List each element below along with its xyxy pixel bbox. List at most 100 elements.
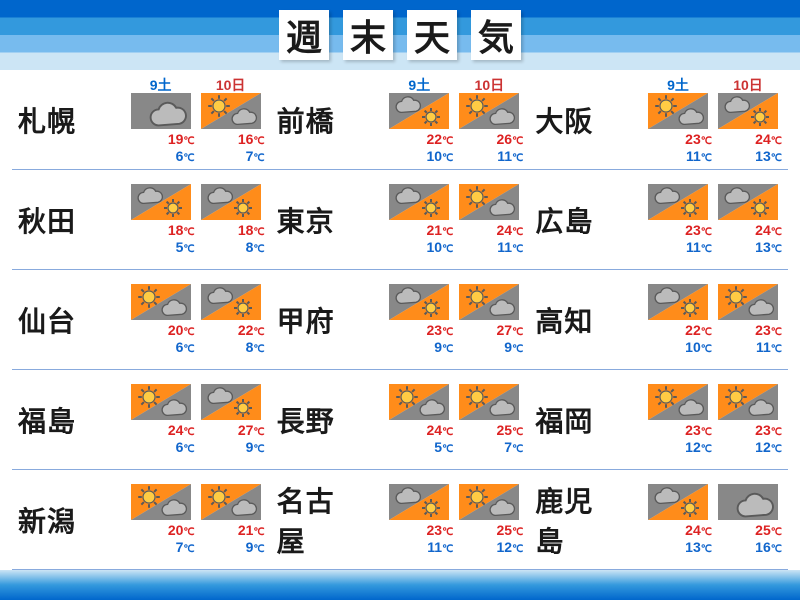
forecast-days: 9土 24℃13℃10日 25℃16℃ <box>613 484 782 555</box>
temps: 25℃7℃ <box>455 422 523 455</box>
temps: 22℃8℃ <box>197 322 265 355</box>
forecast-cell: 長野9土 24℃5℃10日 25℃7℃ <box>271 370 530 470</box>
title-char: 末 <box>343 10 393 60</box>
temps: 19℃6℃ <box>127 131 195 164</box>
temp-low: 6℃ <box>176 339 195 356</box>
weather-icon <box>459 484 519 520</box>
temp-high: 25℃ <box>497 522 524 539</box>
temp-low: 11℃ <box>427 539 453 556</box>
temps: 24℃6℃ <box>127 422 195 455</box>
weather-icon <box>648 184 708 220</box>
forecast-cell: 前橋9土 22℃10℃10日 26℃11℃ <box>271 70 530 170</box>
temps: 22℃10℃ <box>385 131 453 164</box>
title: 週末天気 <box>279 10 521 60</box>
day-sat: 9土 23℃9℃ <box>385 284 453 355</box>
temp-high: 24℃ <box>168 422 195 439</box>
weather-icon <box>718 93 778 129</box>
weather-icon <box>648 484 708 520</box>
temps: 23℃11℃ <box>385 522 453 555</box>
temp-high: 23℃ <box>755 322 782 339</box>
weather-icon <box>459 284 519 320</box>
title-char: 週 <box>279 10 329 60</box>
weather-icon <box>131 484 191 520</box>
day-sun: 10日 23℃12℃ <box>714 384 782 455</box>
temp-low: 5℃ <box>434 439 453 456</box>
header: 週末天気 <box>0 0 800 70</box>
day-sun: 10日 24℃13℃ <box>714 75 782 164</box>
temp-low: 10℃ <box>427 148 454 165</box>
temps: 23℃11℃ <box>714 322 782 355</box>
day-sat: 9土 23℃11℃ <box>644 184 712 255</box>
temp-high: 22℃ <box>238 322 265 339</box>
city-name: 大阪 <box>535 100 613 140</box>
city-name: 東京 <box>277 200 355 240</box>
temps: 24℃5℃ <box>385 422 453 455</box>
temp-low: 11℃ <box>686 148 712 165</box>
temp-high: 22℃ <box>427 131 454 148</box>
temps: 24℃13℃ <box>714 131 782 164</box>
temp-low: 11℃ <box>497 148 523 165</box>
temps: 21℃9℃ <box>197 522 265 555</box>
day-sat: 9土 23℃11℃ <box>385 484 453 555</box>
city-name: 福島 <box>18 400 96 440</box>
temp-low: 13℃ <box>685 539 712 556</box>
temp-high: 21℃ <box>427 222 454 239</box>
title-char: 気 <box>471 10 521 60</box>
weather-icon <box>201 384 261 420</box>
temp-low: 12℃ <box>497 539 524 556</box>
weather-icon <box>389 184 449 220</box>
weather-icon <box>201 93 261 129</box>
temp-high: 20℃ <box>168 322 195 339</box>
day-sun: 10日 24℃13℃ <box>714 184 782 255</box>
weather-icon <box>648 284 708 320</box>
weather-forecast-panel: 週末天気 札幌9土 19℃6℃10日 16℃7℃前橋9土 22℃10℃10日 2… <box>0 0 800 600</box>
weather-icon <box>718 184 778 220</box>
date-label: 9土 <box>408 75 430 91</box>
date-label: 9土 <box>667 75 689 91</box>
day-sun: 10日 22℃8℃ <box>197 284 265 355</box>
day-sun: 10日 16℃7℃ <box>197 75 265 164</box>
forecast-days: 9土 24℃5℃10日 25℃7℃ <box>355 384 524 455</box>
day-sun: 10日 27℃9℃ <box>197 384 265 455</box>
temp-low: 7℃ <box>176 539 195 556</box>
day-sat: 9土 18℃5℃ <box>127 184 195 255</box>
temp-low: 10℃ <box>427 239 454 256</box>
temps: 23℃11℃ <box>644 131 712 164</box>
day-sun: 10日 21℃9℃ <box>197 484 265 555</box>
city-name: 鹿児島 <box>535 480 613 560</box>
city-name: 高知 <box>535 300 613 340</box>
forecast-days: 9土 23℃11℃10日 24℃13℃ <box>613 75 782 164</box>
temp-low: 5℃ <box>176 239 195 256</box>
forecast-cell: 広島9土 23℃11℃10日 24℃13℃ <box>529 170 788 270</box>
day-sat: 9土 22℃10℃ <box>385 75 453 164</box>
temp-low: 13℃ <box>755 148 782 165</box>
temp-high: 18℃ <box>238 222 265 239</box>
forecast-days: 9土 20℃7℃10日 21℃9℃ <box>96 484 265 555</box>
temps: 20℃6℃ <box>127 322 195 355</box>
forecast-cell: 新潟9土 20℃7℃10日 21℃9℃ <box>12 470 271 570</box>
day-sun: 10日 25℃7℃ <box>455 384 523 455</box>
weather-icon <box>389 484 449 520</box>
temp-high: 23℃ <box>755 422 782 439</box>
forecast-cell: 大阪9土 23℃11℃10日 24℃13℃ <box>529 70 788 170</box>
forecast-days: 9土 23℃12℃10日 23℃12℃ <box>613 384 782 455</box>
temp-low: 6℃ <box>176 148 195 165</box>
city-name: 甲府 <box>277 300 355 340</box>
day-sat: 9土 20℃6℃ <box>127 284 195 355</box>
temp-low: 8℃ <box>246 339 265 356</box>
city-name: 長野 <box>277 400 355 440</box>
city-name: 秋田 <box>18 200 96 240</box>
temp-high: 24℃ <box>497 222 524 239</box>
forecast-days: 9土 21℃10℃10日 24℃11℃ <box>355 184 524 255</box>
temp-low: 11℃ <box>497 239 523 256</box>
temp-high: 27℃ <box>238 422 265 439</box>
weather-icon <box>718 284 778 320</box>
temp-low: 16℃ <box>755 539 782 556</box>
temp-low: 9℃ <box>246 539 265 556</box>
temp-low: 6℃ <box>176 439 195 456</box>
forecast-cell: 甲府9土 23℃9℃10日 27℃9℃ <box>271 270 530 370</box>
temp-high: 16℃ <box>238 131 265 148</box>
temp-low: 9℃ <box>246 439 265 456</box>
forecast-cell: 高知9土 22℃10℃10日 23℃11℃ <box>529 270 788 370</box>
temps: 27℃9℃ <box>197 422 265 455</box>
